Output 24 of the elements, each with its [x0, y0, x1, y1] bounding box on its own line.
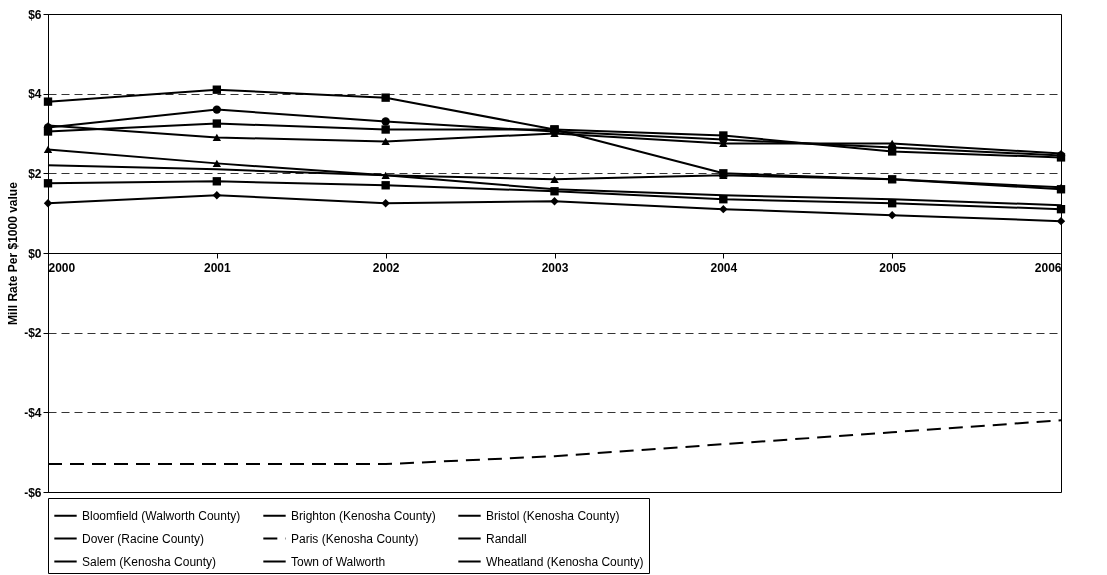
legend-label: Randall [486, 531, 527, 546]
x-tick-label: 2003 [541, 260, 569, 275]
x-tick-label: 2005 [879, 260, 907, 275]
y-tick-label: $2 [28, 166, 42, 181]
x-tick-label: 2004 [710, 260, 738, 275]
y-tick-label: $4 [28, 87, 42, 102]
legend-label: Wheatland (Kenosha County) [486, 554, 644, 569]
x-tick-label: 2000 [48, 260, 76, 275]
y-tick-label: -$2 [24, 326, 42, 341]
x-tick-label: 2001 [203, 260, 231, 275]
x-tick-label: 2002 [372, 260, 400, 275]
legend-label: Dover (Racine County) [82, 531, 205, 546]
legend-label: Town of Walworth [291, 554, 386, 569]
y-tick-label: -$6 [24, 485, 42, 500]
legend-label: Bloomfield (Walworth County) [82, 508, 241, 523]
y-tick-label: $0 [28, 246, 42, 261]
x-tick-label: 2006 [1034, 260, 1062, 275]
legend-label: Bristol (Kenosha County) [486, 508, 620, 523]
legend-label: Brighton (Kenosha County) [291, 508, 436, 523]
y-axis-title: Mill Rate Per $1000 value [6, 181, 21, 325]
y-tick-label: $6 [28, 7, 42, 22]
y-tick-label: -$4 [24, 405, 42, 420]
legend-label: Salem (Kenosha County) [82, 554, 217, 569]
legend-label: Paris (Kenosha County) [291, 531, 419, 546]
